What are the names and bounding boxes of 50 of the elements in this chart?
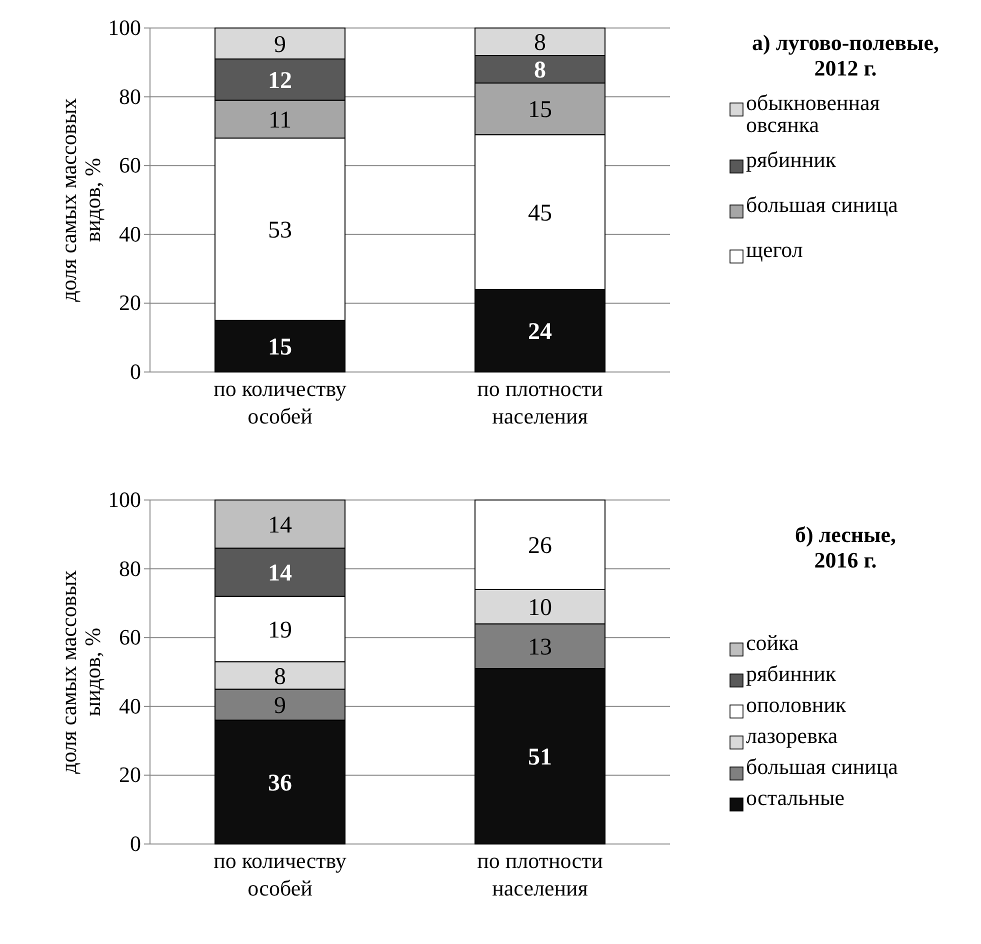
data-label: 14 bbox=[268, 560, 292, 587]
y-axis-title: доля самых массовых видов, % bbox=[56, 98, 106, 302]
legend-label: ополовник bbox=[746, 692, 846, 717]
data-label: 9 bbox=[274, 693, 286, 720]
y-axis-title: доля самых массовых ыидов, % bbox=[56, 570, 106, 774]
data-label: 15 bbox=[268, 334, 292, 361]
y-tick-label: 60 bbox=[119, 624, 141, 650]
legend-label: обыкновенная овсянка bbox=[746, 90, 880, 137]
y-tick-label: 80 bbox=[119, 84, 141, 109]
data-label: 9 bbox=[274, 32, 286, 58]
y-tick-label: 20 bbox=[119, 762, 141, 788]
data-label: 14 bbox=[268, 512, 292, 538]
data-label: 8 bbox=[274, 664, 286, 690]
data-label: 53 bbox=[268, 218, 292, 244]
data-label: 8 bbox=[534, 58, 546, 84]
data-label: 51 bbox=[528, 744, 552, 771]
legend-label: остальные bbox=[746, 785, 844, 810]
y-tick-label: 0 bbox=[130, 831, 141, 856]
data-label: 45 bbox=[528, 200, 552, 226]
legend-title: а) лугово-полевые, 2012 г. bbox=[752, 30, 939, 80]
y-tick-label: 80 bbox=[119, 556, 141, 581]
x-tick-label: по плотности населения bbox=[477, 376, 604, 428]
x-tick-label: по количеству особей bbox=[214, 848, 346, 900]
data-label: 19 bbox=[268, 617, 292, 644]
legend-label: рябинник bbox=[746, 147, 836, 172]
legend-label: сойка bbox=[746, 630, 799, 655]
y-tick-label: 100 bbox=[108, 487, 141, 512]
x-tick-label: по плотности населения bbox=[477, 848, 604, 900]
data-label: 10 bbox=[528, 595, 552, 622]
y-tick-label: 60 bbox=[119, 152, 141, 178]
legend-label: большая синица bbox=[746, 192, 898, 217]
legend-label: лазоревка bbox=[746, 723, 838, 748]
data-label: 8 bbox=[534, 30, 546, 56]
y-tick-label: 40 bbox=[119, 693, 141, 718]
data-label: 12 bbox=[268, 68, 292, 94]
legend-label: щегол bbox=[746, 237, 803, 262]
legend-title: б) лесные, 2016 г. bbox=[794, 522, 896, 572]
y-tick-label: 20 bbox=[119, 290, 141, 316]
y-tick-label: 100 bbox=[108, 15, 141, 40]
data-label: 15 bbox=[528, 97, 552, 124]
legend-label: большая синица bbox=[746, 754, 898, 779]
data-label: 11 bbox=[268, 108, 292, 134]
data-label: 24 bbox=[528, 319, 552, 346]
data-label: 26 bbox=[528, 533, 552, 560]
data-label: 13 bbox=[528, 634, 552, 661]
y-tick-label: 40 bbox=[119, 221, 141, 246]
legend-label: рябинник bbox=[746, 661, 836, 686]
data-label: 36 bbox=[268, 770, 292, 796]
y-tick-label: 0 bbox=[130, 359, 141, 384]
x-tick-label: по количеству особей bbox=[214, 376, 346, 428]
